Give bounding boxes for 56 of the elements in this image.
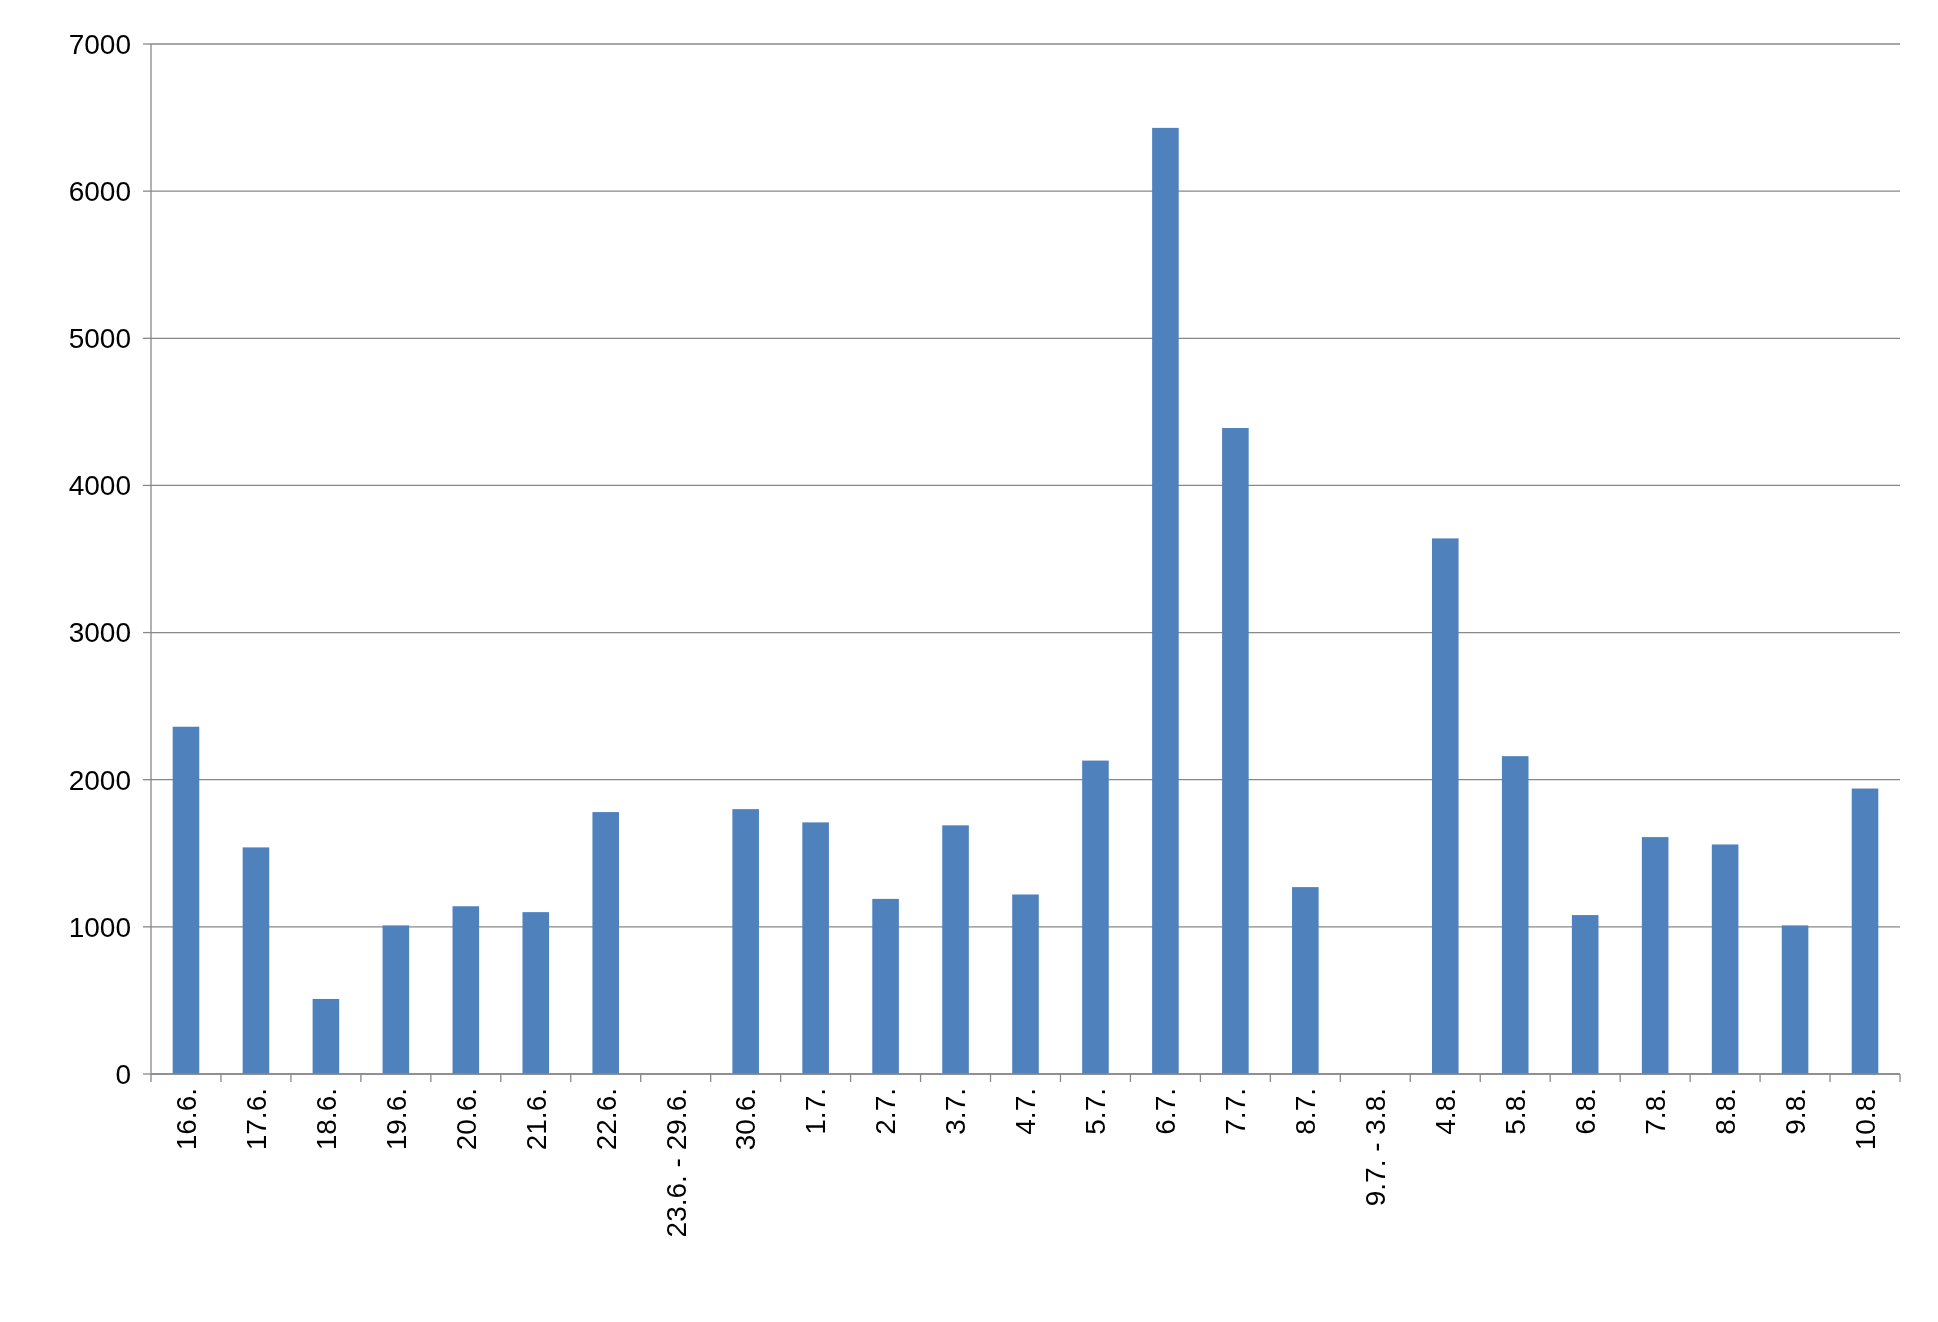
bar: [172, 726, 200, 1074]
x-tick-label: 22.6.: [590, 1088, 622, 1151]
bar: [1571, 915, 1599, 1074]
y-tick-label: 6000: [68, 175, 131, 207]
x-tick-label: 21.6.: [520, 1088, 552, 1151]
y-tick-label: 4000: [68, 470, 131, 502]
x-tick-label: 19.6.: [380, 1088, 412, 1151]
y-tick-label: 5000: [68, 323, 131, 355]
bar: [312, 998, 340, 1074]
bar: [382, 925, 410, 1074]
y-tick-label: 0: [115, 1058, 131, 1090]
bar: [942, 825, 969, 1074]
x-tick-label: 16.6.: [170, 1088, 202, 1151]
y-tick-label: 1000: [68, 911, 131, 943]
y-tick-label: 2000: [68, 764, 131, 796]
x-tick-label: 3.7.: [940, 1088, 972, 1135]
x-tick-label: 7.7.: [1220, 1088, 1252, 1135]
bar: [1851, 788, 1879, 1074]
bar: [242, 847, 270, 1074]
x-tick-label: 18.6.: [310, 1088, 342, 1151]
x-tick-label: 7.8.: [1639, 1088, 1671, 1135]
x-tick-label: 10.8.: [1849, 1088, 1881, 1151]
bar: [872, 898, 899, 1074]
x-tick-label: 30.6.: [730, 1088, 762, 1151]
x-tick-label: 4.7.: [1010, 1088, 1042, 1135]
bar: [1152, 127, 1179, 1074]
x-tick-label: 6.7.: [1150, 1088, 1182, 1135]
x-tick-label: 4.8.: [1430, 1088, 1462, 1135]
x-tick-label: 2.7.: [870, 1088, 902, 1135]
bar: [1012, 894, 1039, 1074]
x-tick-label: 17.6.: [240, 1088, 272, 1151]
x-tick-label: 20.6.: [450, 1088, 482, 1151]
x-tick-label: 9.8.: [1779, 1088, 1811, 1135]
x-tick-label: 6.8.: [1569, 1088, 1601, 1135]
x-tick-label: 23.6. - 29.6.: [660, 1088, 692, 1238]
bar: [592, 812, 620, 1074]
bar: [1292, 887, 1319, 1074]
bar: [1082, 760, 1109, 1074]
bar: [1781, 925, 1809, 1074]
bar: [1431, 538, 1459, 1074]
bar: [1222, 428, 1249, 1074]
bar: [1501, 756, 1529, 1074]
y-tick-label: 7000: [68, 28, 131, 60]
bar: [1711, 844, 1739, 1074]
x-tick-label: 9.7. - 3.8.: [1360, 1088, 1392, 1207]
x-tick-label: 5.8.: [1500, 1088, 1532, 1135]
x-tick-label: 8.7.: [1290, 1088, 1322, 1135]
bar: [802, 822, 829, 1074]
bar: [452, 906, 480, 1074]
x-tick-label: 8.8.: [1709, 1088, 1741, 1135]
x-tick-label: 5.7.: [1080, 1088, 1112, 1135]
y-tick-label: 3000: [68, 617, 131, 649]
bar: [522, 912, 550, 1074]
x-tick-label: 1.7.: [800, 1088, 832, 1135]
bar: [1641, 837, 1669, 1074]
bar: [732, 809, 759, 1074]
